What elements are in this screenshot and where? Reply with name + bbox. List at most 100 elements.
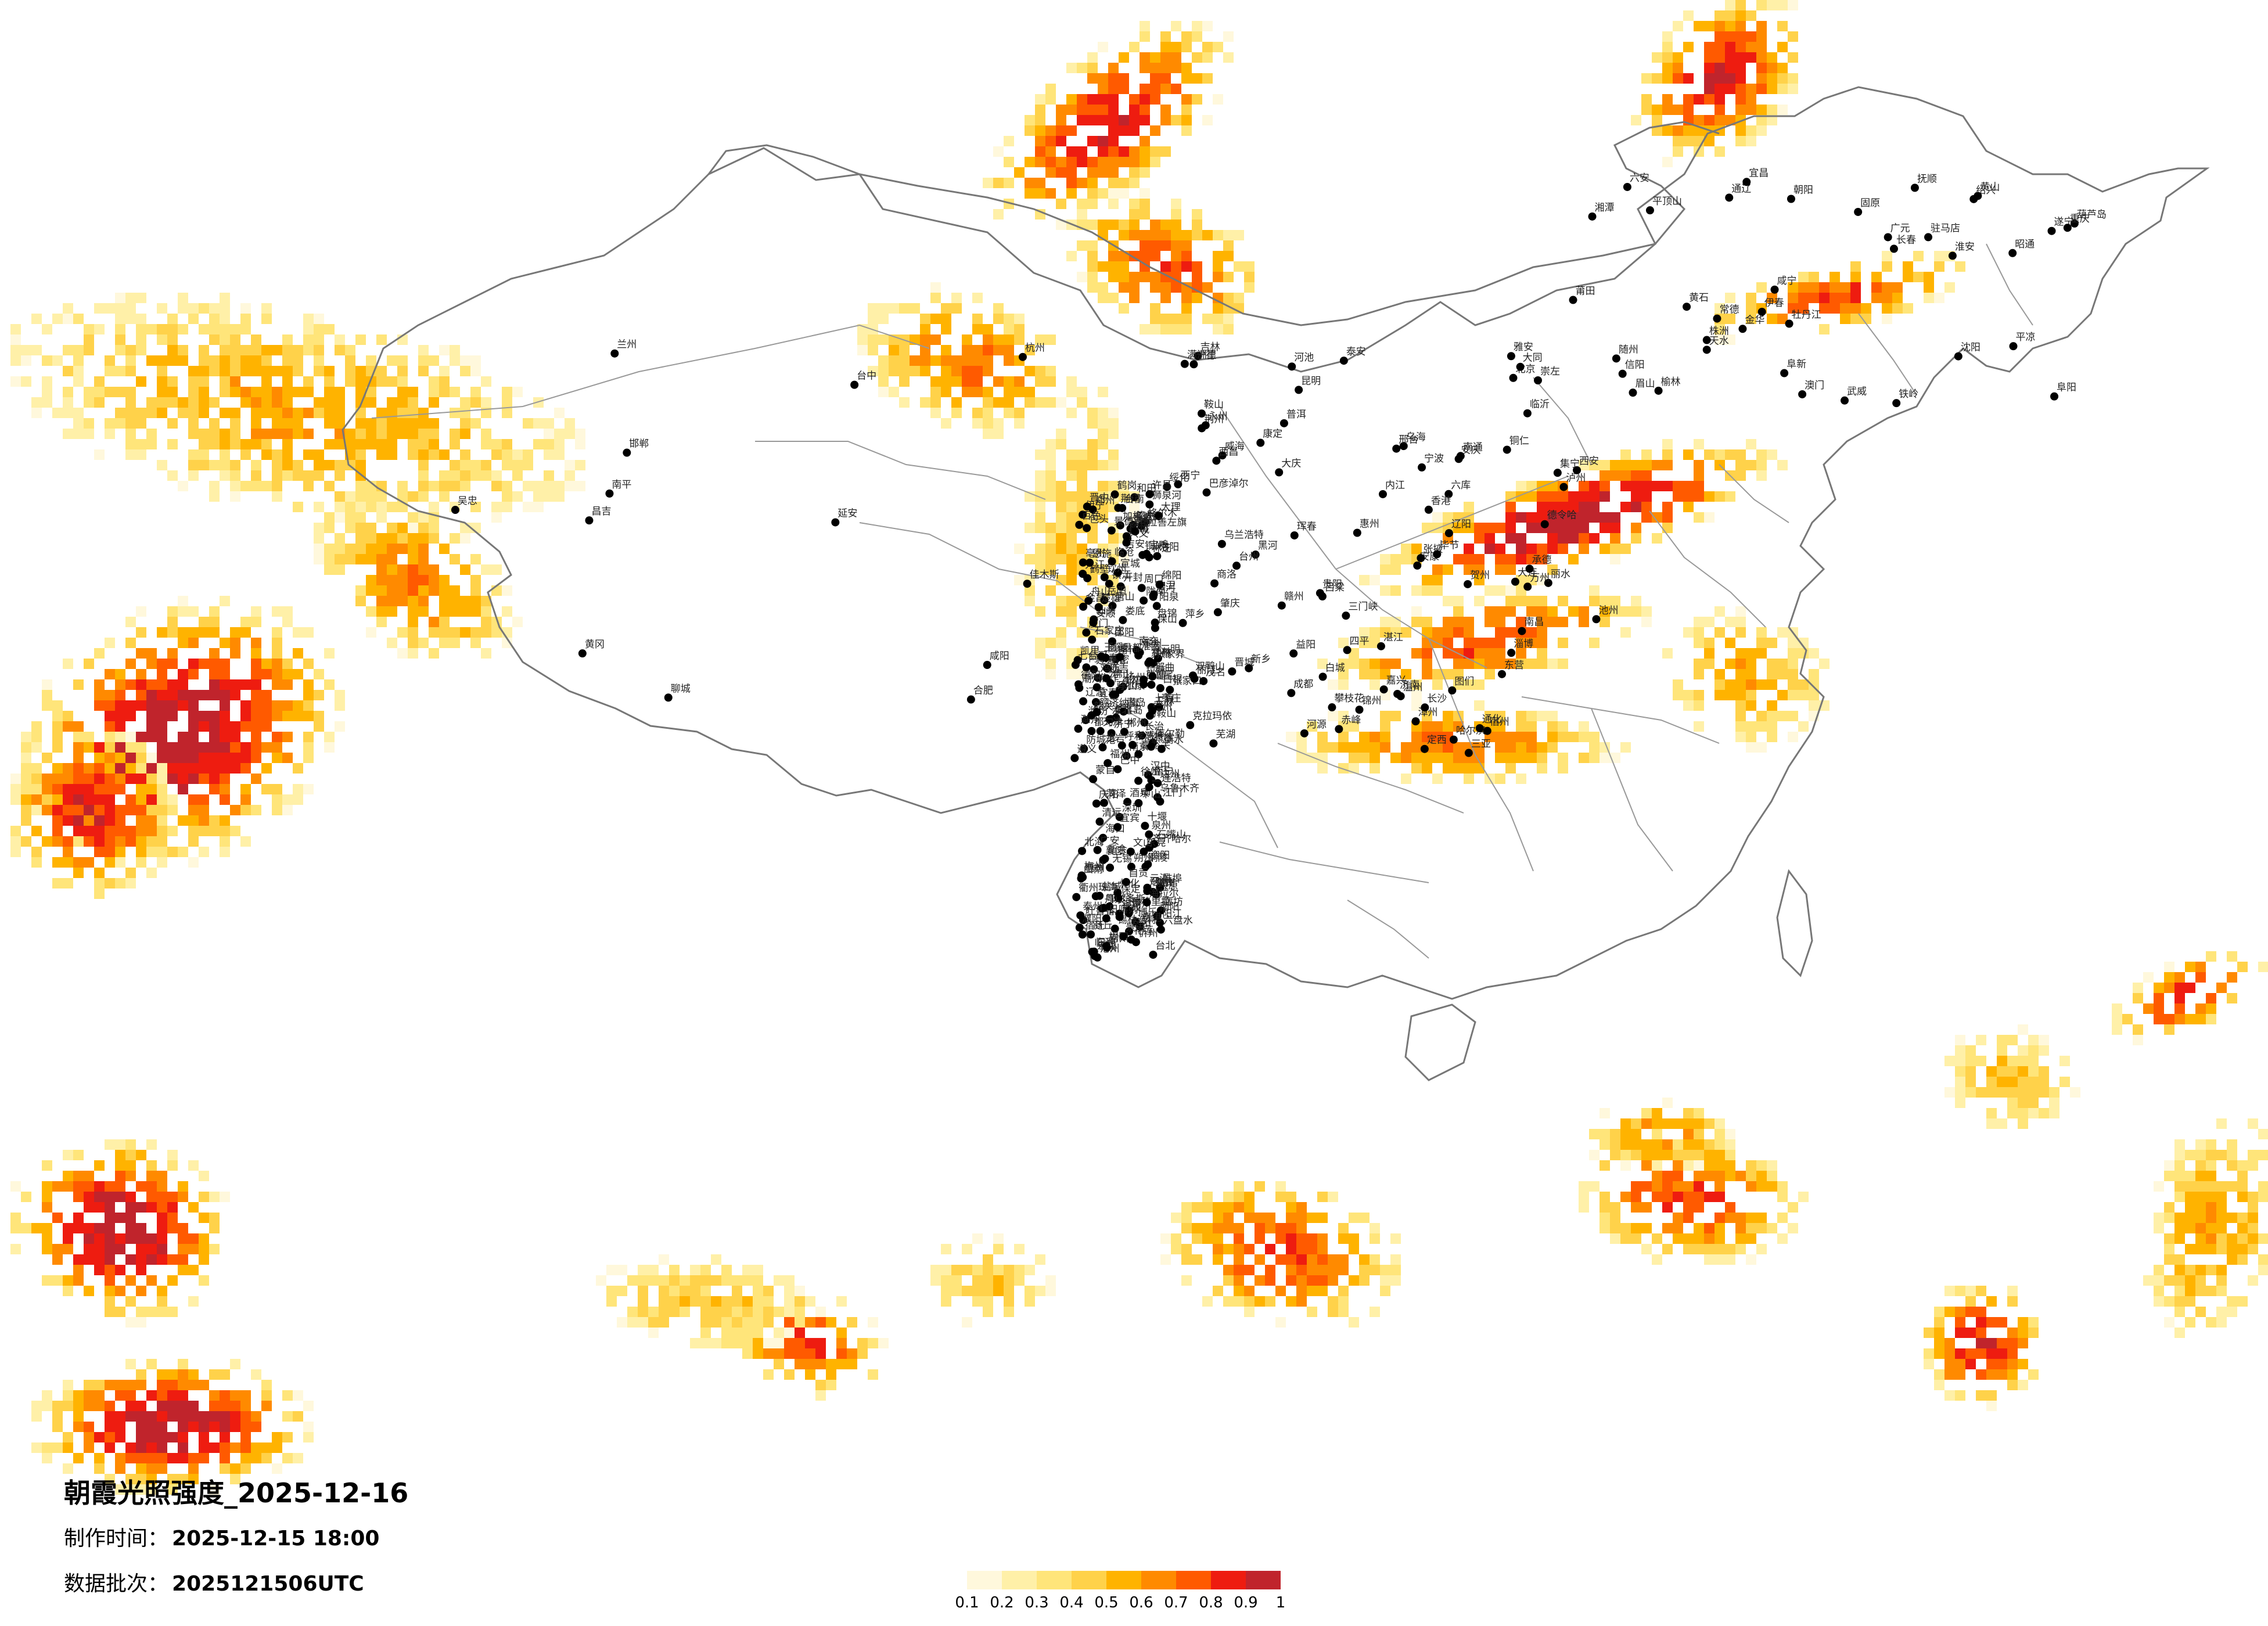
city-dot bbox=[1209, 739, 1218, 748]
heat-cell bbox=[115, 742, 125, 753]
heat-cell bbox=[1286, 1244, 1296, 1254]
heat-cell bbox=[261, 1390, 272, 1401]
heat-cell bbox=[125, 345, 136, 355]
heat-cell bbox=[2195, 1181, 2206, 1192]
heat-cell bbox=[1589, 1181, 1600, 1192]
city-label: 康定 bbox=[1263, 429, 1282, 440]
heat-cell bbox=[188, 1411, 199, 1422]
heat-cell bbox=[1014, 418, 1025, 429]
heat-cell bbox=[115, 345, 125, 355]
heat-cell bbox=[1725, 293, 1735, 303]
heat-cell bbox=[63, 1286, 73, 1296]
data-batch-value: 2025121506UTC bbox=[172, 1572, 364, 1596]
heat-cell bbox=[1464, 774, 1474, 784]
heat-cell bbox=[1443, 638, 1453, 648]
heat-cell bbox=[1213, 94, 1223, 105]
city-dot bbox=[1612, 354, 1620, 363]
heat-cell bbox=[1181, 31, 1192, 42]
heat-cell bbox=[209, 397, 220, 408]
heat-cell bbox=[972, 1265, 983, 1275]
heat-cell bbox=[230, 763, 240, 774]
heat-cell bbox=[1767, 638, 1777, 648]
heat-cell bbox=[983, 397, 993, 408]
heat-cell bbox=[397, 355, 408, 366]
heat-cell bbox=[1014, 387, 1025, 397]
heat-cell bbox=[983, 387, 993, 397]
heat-cell bbox=[1547, 512, 1558, 523]
heat-cell bbox=[502, 585, 512, 596]
heat-cell bbox=[1411, 690, 1422, 700]
heat-cell bbox=[272, 606, 282, 617]
heat-cell bbox=[2007, 1087, 2018, 1098]
heat-cell bbox=[2164, 1014, 2174, 1024]
heat-cell bbox=[1181, 1213, 1192, 1223]
heat-cell bbox=[1986, 1118, 1997, 1129]
heat-cell bbox=[1370, 659, 1380, 669]
heat-cell bbox=[1453, 617, 1464, 627]
heat-cell bbox=[1359, 732, 1370, 742]
heat-cell bbox=[261, 376, 272, 387]
heat-cell bbox=[1160, 84, 1171, 94]
heat-cell bbox=[1704, 1233, 1715, 1244]
heat-cell bbox=[1819, 303, 1830, 314]
heat-cell bbox=[1087, 73, 1098, 84]
heat-cell bbox=[1390, 1265, 1401, 1275]
city-label: 新余 bbox=[1108, 844, 1127, 856]
city-dot bbox=[1083, 524, 1091, 533]
city-dot bbox=[1094, 603, 1103, 611]
city-dot bbox=[1116, 653, 1124, 661]
heat-cell bbox=[1516, 544, 1526, 554]
heat-cell bbox=[136, 1254, 146, 1265]
heat-cell bbox=[1359, 742, 1370, 753]
heat-cell bbox=[470, 638, 481, 648]
heat-cell bbox=[1098, 408, 1108, 418]
heat-cell bbox=[220, 324, 230, 334]
heat-cell bbox=[1631, 1129, 1641, 1139]
heat-cell bbox=[220, 376, 230, 387]
heat-cell bbox=[125, 1213, 136, 1223]
heat-cell bbox=[1014, 1265, 1025, 1275]
heat-cell bbox=[1171, 1233, 1181, 1244]
heat-cell bbox=[1756, 73, 1767, 84]
heat-cell bbox=[1181, 73, 1192, 84]
heat-cell bbox=[240, 1432, 251, 1442]
heat-cell bbox=[1516, 481, 1526, 491]
heat-cell bbox=[1620, 1129, 1631, 1139]
heat-cell bbox=[251, 429, 261, 439]
heat-cell bbox=[94, 836, 105, 847]
heat-cell bbox=[251, 617, 261, 627]
heat-cell bbox=[199, 429, 209, 439]
heat-cell bbox=[1077, 105, 1087, 115]
heat-cell bbox=[52, 794, 63, 805]
heat-cell bbox=[105, 805, 115, 815]
heat-cell bbox=[1652, 460, 1662, 470]
heat-cell bbox=[73, 742, 84, 753]
heat-cell bbox=[2154, 1014, 2164, 1024]
heat-cell bbox=[230, 1474, 240, 1484]
heat-cell bbox=[157, 1244, 167, 1254]
heat-cell bbox=[439, 387, 450, 397]
heat-cell bbox=[324, 408, 335, 418]
heat-cell bbox=[94, 1244, 105, 1254]
city-dot bbox=[1079, 570, 1087, 578]
heat-cell bbox=[1129, 282, 1140, 293]
heat-cell bbox=[2154, 1275, 2164, 1286]
heat-cell bbox=[1004, 157, 1014, 167]
heat-cell bbox=[408, 397, 418, 408]
heat-cell bbox=[972, 293, 983, 303]
heat-cell bbox=[2195, 1244, 2206, 1254]
heat-cell bbox=[1516, 512, 1526, 523]
heat-cell bbox=[418, 585, 429, 596]
heat-cell bbox=[1526, 659, 1537, 669]
heat-cell bbox=[732, 1317, 742, 1328]
heat-cell bbox=[63, 1380, 73, 1390]
heat-cell bbox=[1192, 21, 1202, 31]
heat-cell bbox=[1087, 272, 1098, 282]
heat-cell bbox=[1725, 1150, 1735, 1160]
china-border bbox=[342, 86, 2210, 1000]
heat-cell bbox=[2028, 1045, 2039, 1056]
heat-cell bbox=[136, 418, 146, 429]
heat-cell bbox=[220, 753, 230, 763]
city-dot bbox=[1070, 754, 1079, 762]
heat-cell bbox=[1265, 1296, 1275, 1307]
